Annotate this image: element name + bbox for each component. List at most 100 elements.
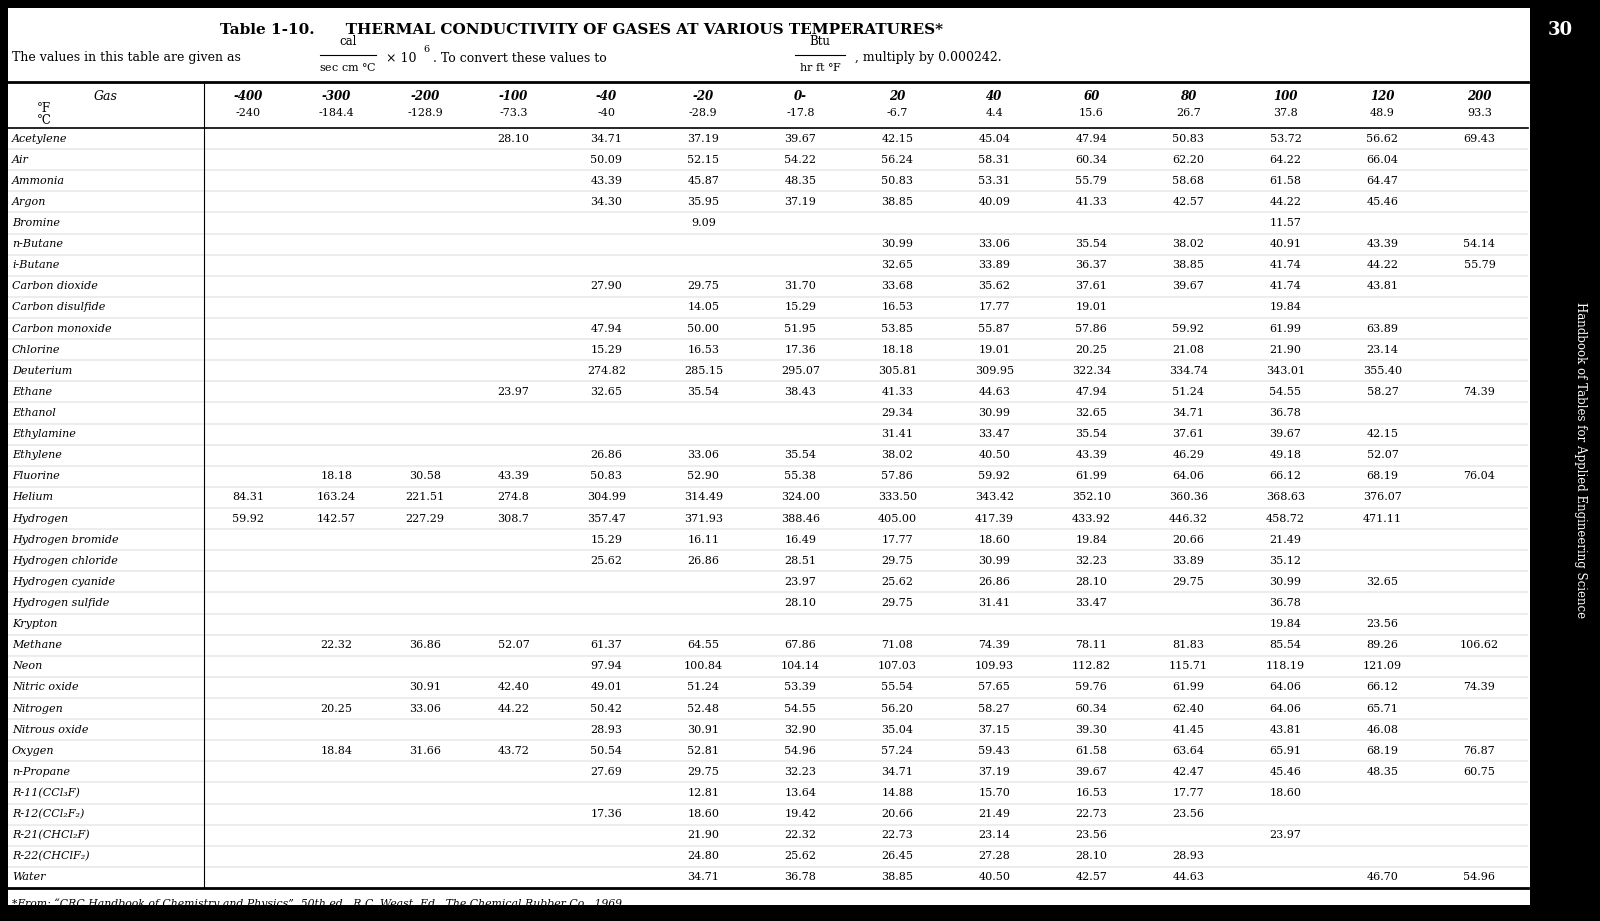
Text: 59.92: 59.92 <box>232 514 264 523</box>
Text: 76.04: 76.04 <box>1464 472 1496 482</box>
Text: 32.65: 32.65 <box>590 387 622 397</box>
Text: 51.24: 51.24 <box>688 682 720 693</box>
Text: 54.55: 54.55 <box>784 704 816 714</box>
Text: 74.39: 74.39 <box>1464 682 1496 693</box>
Text: 35.54: 35.54 <box>1075 239 1107 249</box>
Text: 42.15: 42.15 <box>1366 429 1398 439</box>
Text: 53.85: 53.85 <box>882 323 914 333</box>
Text: 16.53: 16.53 <box>1075 788 1107 798</box>
Text: 41.33: 41.33 <box>1075 197 1107 207</box>
Text: 23.97: 23.97 <box>1269 830 1301 840</box>
Text: 48.9: 48.9 <box>1370 108 1395 118</box>
Text: -73.3: -73.3 <box>499 108 528 118</box>
Text: 15.70: 15.70 <box>979 788 1010 798</box>
Text: 89.26: 89.26 <box>1366 640 1398 650</box>
Text: 31.70: 31.70 <box>784 281 816 291</box>
Text: 33.47: 33.47 <box>1075 598 1107 608</box>
Text: 60.34: 60.34 <box>1075 704 1107 714</box>
Text: 64.47: 64.47 <box>1366 176 1398 186</box>
Text: -6.7: -6.7 <box>886 108 909 118</box>
Text: 360.36: 360.36 <box>1170 493 1208 503</box>
Text: 20.25: 20.25 <box>320 704 352 714</box>
Text: 37.8: 37.8 <box>1274 108 1298 118</box>
Text: 433.92: 433.92 <box>1072 514 1110 523</box>
Text: 314.49: 314.49 <box>683 493 723 503</box>
Text: 30.99: 30.99 <box>1269 577 1301 587</box>
Text: Hydrogen sulfide: Hydrogen sulfide <box>13 598 109 608</box>
Text: 52.07: 52.07 <box>1366 450 1398 460</box>
Text: THERMAL CONDUCTIVITY OF GASES AT VARIOUS TEMPERATURES*: THERMAL CONDUCTIVITY OF GASES AT VARIOUS… <box>330 23 942 37</box>
Text: 53.31: 53.31 <box>978 176 1010 186</box>
Text: 57.65: 57.65 <box>979 682 1010 693</box>
Text: 16.11: 16.11 <box>688 535 720 544</box>
Text: Neon: Neon <box>13 661 42 671</box>
Text: Chlorine: Chlorine <box>13 344 61 355</box>
Text: 54.14: 54.14 <box>1464 239 1496 249</box>
Text: Ethane: Ethane <box>13 387 53 397</box>
Text: 27.90: 27.90 <box>590 281 622 291</box>
Text: Nitrogen: Nitrogen <box>13 704 62 714</box>
Text: 42.47: 42.47 <box>1173 767 1205 777</box>
Text: 78.11: 78.11 <box>1075 640 1107 650</box>
Text: 50.83: 50.83 <box>1173 134 1205 144</box>
Text: 107.03: 107.03 <box>878 661 917 671</box>
Text: 57.86: 57.86 <box>882 472 914 482</box>
Text: 61.37: 61.37 <box>590 640 622 650</box>
Text: 56.62: 56.62 <box>1366 134 1398 144</box>
Text: 285.15: 285.15 <box>683 366 723 376</box>
Text: 65.91: 65.91 <box>1269 746 1301 756</box>
Text: 52.07: 52.07 <box>498 640 530 650</box>
Text: 59.76: 59.76 <box>1075 682 1107 693</box>
Text: 18.60: 18.60 <box>688 810 720 819</box>
Text: 118.19: 118.19 <box>1266 661 1306 671</box>
Text: 30: 30 <box>1547 21 1573 39</box>
Text: 26.86: 26.86 <box>590 450 622 460</box>
Text: 388.46: 388.46 <box>781 514 819 523</box>
Text: 30.99: 30.99 <box>882 239 914 249</box>
Text: Carbon monoxide: Carbon monoxide <box>13 323 112 333</box>
Text: 18.18: 18.18 <box>882 344 914 355</box>
Text: 52.81: 52.81 <box>688 746 720 756</box>
Text: 20.66: 20.66 <box>1173 535 1205 544</box>
Text: Ammonia: Ammonia <box>13 176 66 186</box>
Text: 42.57: 42.57 <box>1075 872 1107 882</box>
Text: Gas: Gas <box>94 90 118 103</box>
Text: 35.54: 35.54 <box>688 387 720 397</box>
Text: 58.27: 58.27 <box>979 704 1010 714</box>
Text: 55.79: 55.79 <box>1464 261 1496 270</box>
Text: 68.19: 68.19 <box>1366 472 1398 482</box>
Text: Krypton: Krypton <box>13 619 58 629</box>
Text: 352.10: 352.10 <box>1072 493 1110 503</box>
Text: 54.55: 54.55 <box>1269 387 1301 397</box>
Text: 61.99: 61.99 <box>1269 323 1301 333</box>
Text: 26.45: 26.45 <box>882 851 914 861</box>
Text: 334.74: 334.74 <box>1170 366 1208 376</box>
Text: Helium: Helium <box>13 493 53 503</box>
Text: 30.99: 30.99 <box>978 555 1010 565</box>
Text: 100.84: 100.84 <box>683 661 723 671</box>
Text: 27.28: 27.28 <box>979 851 1010 861</box>
Text: n-Propane: n-Propane <box>13 767 70 777</box>
Text: Carbon disulfide: Carbon disulfide <box>13 302 106 312</box>
Text: 59.92: 59.92 <box>978 472 1010 482</box>
Text: 64.55: 64.55 <box>688 640 720 650</box>
Text: Handbook of Tables for Applied Engineering Science: Handbook of Tables for Applied Engineeri… <box>1573 302 1587 618</box>
Text: 27.69: 27.69 <box>590 767 622 777</box>
Text: 74.39: 74.39 <box>1464 387 1496 397</box>
Text: 33.06: 33.06 <box>688 450 720 460</box>
Text: 23.56: 23.56 <box>1075 830 1107 840</box>
Text: 25.62: 25.62 <box>590 555 622 565</box>
Text: 36.78: 36.78 <box>1269 408 1301 418</box>
Text: R-12(CCl₂F₂): R-12(CCl₂F₂) <box>13 809 85 820</box>
Text: 25.62: 25.62 <box>784 851 816 861</box>
Text: 20: 20 <box>890 90 906 103</box>
Text: 60: 60 <box>1083 90 1099 103</box>
Text: 50.83: 50.83 <box>882 176 914 186</box>
Text: 62.20: 62.20 <box>1173 155 1205 165</box>
Text: 56.24: 56.24 <box>882 155 914 165</box>
Text: 19.01: 19.01 <box>978 344 1010 355</box>
Text: 23.97: 23.97 <box>498 387 530 397</box>
Text: 23.14: 23.14 <box>978 830 1010 840</box>
Text: 43.39: 43.39 <box>1075 450 1107 460</box>
Text: 42.40: 42.40 <box>498 682 530 693</box>
